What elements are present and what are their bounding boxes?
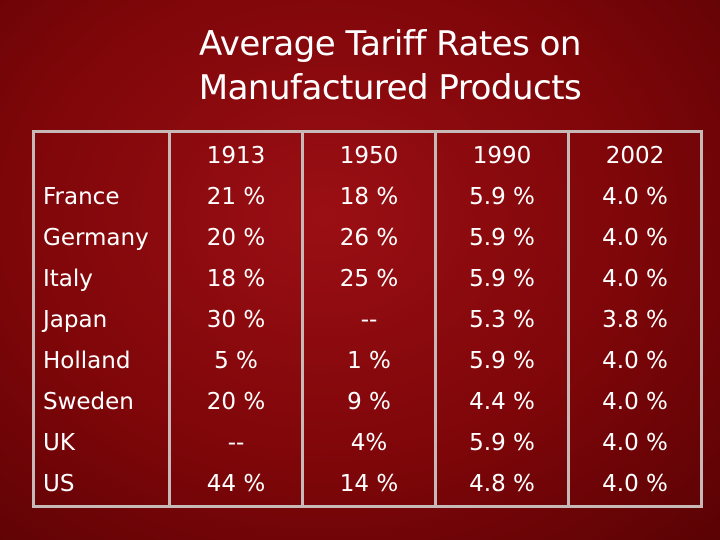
- value-cell: 14 %: [339, 471, 399, 497]
- country-cell: Germany: [43, 225, 149, 251]
- value-cell: 20 %: [206, 225, 266, 251]
- value-cell: 5.9 %: [469, 266, 535, 292]
- value-cell: 5.9 %: [469, 184, 535, 210]
- value-cell: 4.0 %: [602, 348, 668, 374]
- title-line-2: Manufactured Products: [198, 68, 582, 108]
- value-cell: 5.9 %: [469, 225, 535, 251]
- country-cell: Italy: [43, 266, 93, 292]
- value-cell: 4.0 %: [602, 430, 668, 456]
- value-cell: 44 %: [206, 471, 266, 497]
- country-cell: US: [43, 471, 75, 497]
- value-cell: 25 %: [339, 266, 399, 292]
- year-1913-column: 1913 21 % 20 % 18 % 30 % 5 % 20 % -- 44 …: [168, 130, 304, 508]
- value-cell: 4.4 %: [469, 389, 535, 415]
- year-1990-column: 1990 5.9 % 5.9 % 5.9 % 5.3 % 5.9 % 4.4 %…: [434, 130, 570, 508]
- value-cell: 4.0 %: [602, 389, 668, 415]
- value-cell: 4.0 %: [602, 225, 668, 251]
- value-cell: 4.0 %: [602, 266, 668, 292]
- value-cell: 4%: [350, 430, 388, 456]
- year-2002-column: 2002 4.0 % 4.0 % 4.0 % 3.8 % 4.0 % 4.0 %…: [567, 130, 703, 508]
- tariff-table: France Germany Italy Japan Holland Swede…: [32, 130, 703, 508]
- value-cell: 5.9 %: [469, 430, 535, 456]
- value-cell: 4.0 %: [602, 184, 668, 210]
- value-cell: 18 %: [206, 266, 266, 292]
- value-cell: 20 %: [206, 389, 266, 415]
- table-row: France Germany Italy Japan Holland Swede…: [32, 130, 703, 508]
- value-cell: 18 %: [339, 184, 399, 210]
- year-header: 1990: [472, 143, 532, 169]
- value-cell: 4.8 %: [469, 471, 535, 497]
- country-cell: UK: [43, 430, 75, 456]
- country-cell: Sweden: [43, 389, 134, 415]
- country-column: France Germany Italy Japan Holland Swede…: [32, 130, 171, 508]
- country-cell: France: [43, 184, 120, 210]
- value-cell: 5 %: [214, 348, 258, 374]
- value-cell: 1 %: [347, 348, 391, 374]
- country-header-cell: [43, 136, 168, 177]
- value-cell: 3.8 %: [602, 307, 668, 333]
- title-line-1: Average Tariff Rates on: [199, 24, 581, 64]
- country-cell: Holland: [43, 348, 131, 374]
- value-cell: --: [360, 307, 378, 333]
- value-cell: 26 %: [339, 225, 399, 251]
- year-header: 1913: [206, 143, 266, 169]
- value-cell: 9 %: [347, 389, 391, 415]
- year-header: 1950: [339, 143, 399, 169]
- value-cell: 30 %: [206, 307, 266, 333]
- year-header: 2002: [605, 143, 665, 169]
- value-cell: 4.0 %: [602, 471, 668, 497]
- slide-title: Average Tariff Rates on Manufactured Pro…: [120, 22, 660, 110]
- value-cell: 5.9 %: [469, 348, 535, 374]
- value-cell: 21 %: [206, 184, 266, 210]
- value-cell: 5.3 %: [469, 307, 535, 333]
- year-1950-column: 1950 18 % 26 % 25 % -- 1 % 9 % 4% 14 %: [301, 130, 437, 508]
- value-cell: --: [227, 430, 245, 456]
- country-cell: Japan: [43, 307, 108, 333]
